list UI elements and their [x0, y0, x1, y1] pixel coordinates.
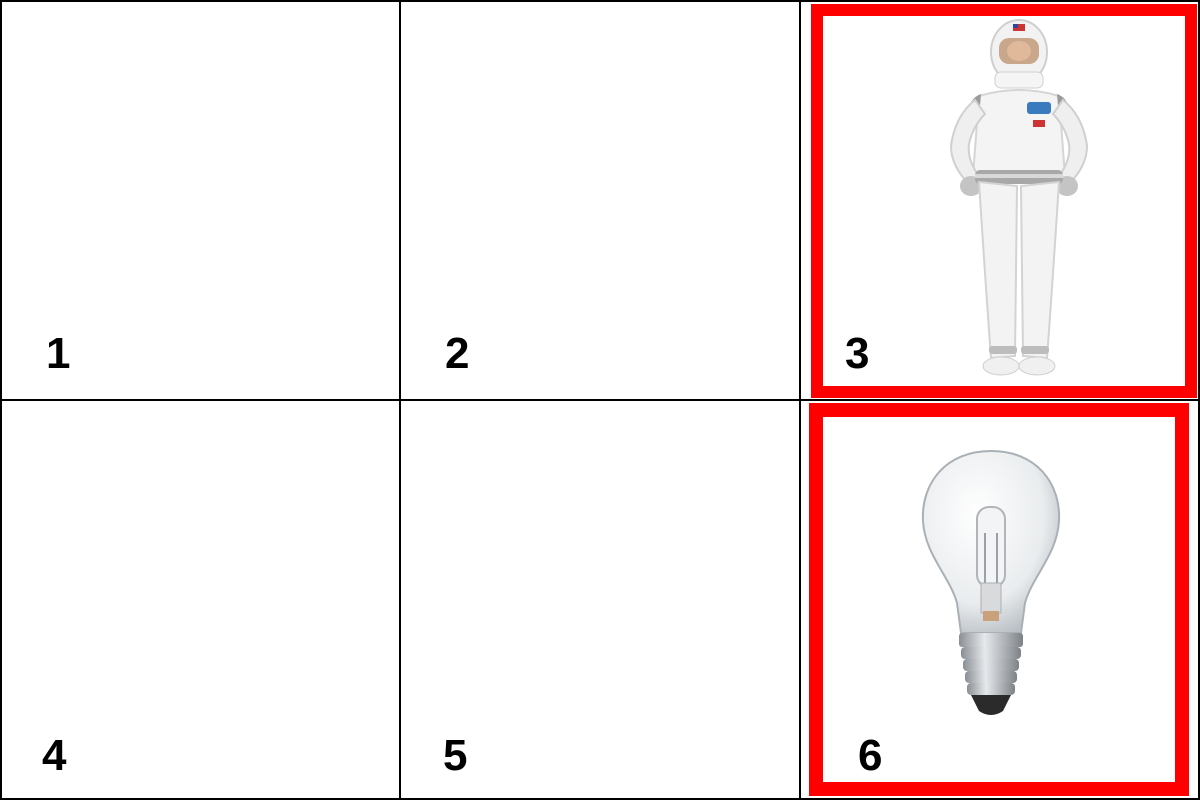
- grid-cell-6[interactable]: 6: [799, 399, 1200, 800]
- cell-number: 3: [845, 329, 870, 378]
- grid-cell-3[interactable]: 3: [799, 0, 1200, 401]
- light-bulb-image: [921, 449, 1061, 715]
- grid-cell-5[interactable]: 5: [399, 399, 801, 800]
- grid-cell-1[interactable]: 1: [0, 0, 401, 401]
- cell-number: 2: [445, 329, 470, 378]
- cell-number: 1: [46, 329, 71, 378]
- cell-number: 6: [858, 731, 883, 780]
- cell-number: 5: [443, 731, 468, 780]
- grid-cell-2[interactable]: 2: [399, 0, 801, 401]
- grid-cell-4[interactable]: 4: [0, 399, 401, 800]
- astronaut-costume-image: [949, 19, 1089, 376]
- cell-number: 4: [42, 731, 67, 780]
